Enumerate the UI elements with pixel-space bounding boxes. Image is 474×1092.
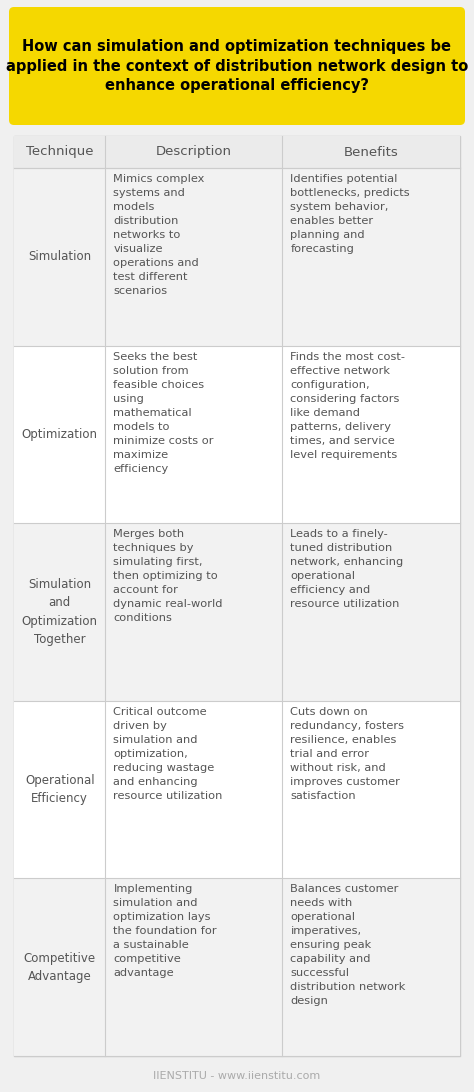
Text: Mimics complex
systems and
models
distribution
networks to
visualize
operations : Mimics complex systems and models distri… [113, 174, 205, 296]
Text: How can simulation and optimization techniques be
applied in the context of dist: How can simulation and optimization tech… [6, 38, 468, 93]
Text: Cuts down on
redundancy, fosters
resilience, enables
trial and error
without ris: Cuts down on redundancy, fosters resilie… [291, 707, 404, 800]
Text: Description: Description [156, 145, 232, 158]
Bar [14, 136, 460, 1056]
Text: Simulation: Simulation [28, 250, 91, 263]
Text: Optimization: Optimization [22, 428, 98, 441]
Text: Identifies potential
bottlenecks, predicts
system behavior,
enables better
plann: Identifies potential bottlenecks, predic… [291, 174, 410, 254]
Text: Technique: Technique [26, 145, 93, 158]
Bar [14, 345, 460, 523]
FancyBboxPatch shape [9, 7, 465, 124]
Text: Simulation
and
Optimization
Together: Simulation and Optimization Together [22, 579, 98, 645]
Text: Implementing
simulation and
optimization lays
the foundation for
a sustainable
c: Implementing simulation and optimization… [113, 885, 217, 978]
Text: Leads to a finely-
tuned distribution
network, enhancing
operational
efficiency : Leads to a finely- tuned distribution ne… [291, 530, 404, 609]
Bar [14, 878, 460, 1056]
Text: Operational
Efficiency: Operational Efficiency [25, 774, 94, 805]
Bar [14, 701, 460, 878]
Text: Benefits: Benefits [344, 145, 399, 158]
Bar [14, 136, 460, 168]
Text: Critical outcome
driven by
simulation and
optimization,
reducing wastage
and enh: Critical outcome driven by simulation an… [113, 707, 223, 800]
Text: Seeks the best
solution from
feasible choices
using
mathematical
models to
minim: Seeks the best solution from feasible ch… [113, 352, 214, 474]
Text: IIENSTITU - www.iienstitu.com: IIENSTITU - www.iienstitu.com [154, 1071, 320, 1081]
Text: Balances customer
needs with
operational
imperatives,
ensuring peak
capability a: Balances customer needs with operational… [291, 885, 406, 1007]
Bar [14, 168, 460, 345]
Text: Competitive
Advantage: Competitive Advantage [24, 952, 96, 983]
Bar [14, 523, 460, 701]
Text: Finds the most cost-
effective network
configuration,
considering factors
like d: Finds the most cost- effective network c… [291, 352, 405, 460]
Text: Merges both
techniques by
simulating first,
then optimizing to
account for
dynam: Merges both techniques by simulating fir… [113, 530, 223, 624]
